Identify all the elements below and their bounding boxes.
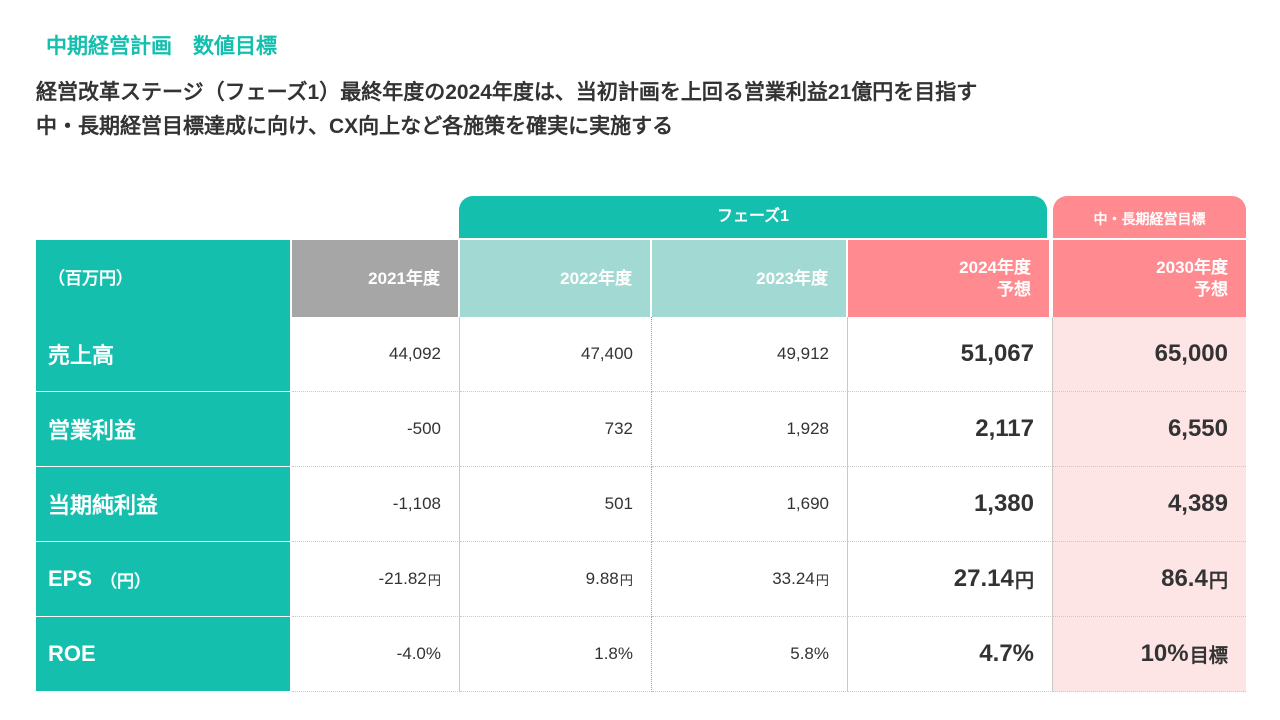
value-text: -21.82 (378, 569, 427, 588)
row-label: 売上高 (36, 317, 292, 392)
section-title: 中期経営計画 数値目標 (46, 35, 277, 58)
value-text: 4,389 (1167, 490, 1228, 517)
value-cell-2030: 6,550 (1053, 392, 1246, 467)
value-cell-2022: 1.8% (460, 617, 652, 692)
row-label-text: EPS (48, 566, 93, 591)
table-row: 売上高 44,092 47,400 49,912 51,067 65,000 (36, 317, 1246, 392)
value-cell-2023: 49,912 (652, 317, 848, 392)
value-text: 4.7% (979, 640, 1034, 667)
headline-line-1: 経営改革ステージ（フェーズ1）最終年度の2024年度は、当初計画を上回る営業利益… (36, 81, 978, 104)
value-text: -4.0% (396, 644, 441, 663)
col-header-2023: 2023年度 (652, 240, 848, 317)
value-cell-2030: 10% 目標 (1053, 617, 1246, 692)
value-text: -500 (406, 419, 441, 438)
value-text: 10% (1140, 640, 1189, 667)
value-text: 5.8% (790, 644, 829, 663)
value-text: 2,117 (975, 415, 1034, 442)
value-cell-2021: -21.82 円 (292, 542, 460, 617)
value-text: 1,690 (786, 494, 829, 513)
value-text: 47,400 (581, 344, 633, 363)
value-cell-2024: 1,380 (848, 467, 1053, 542)
value-cell-2022: 9.88 円 (460, 542, 652, 617)
value-cell-2022: 47,400 (460, 317, 652, 392)
value-unit: 円 (1014, 571, 1034, 592)
row-label: EPS （円） (36, 542, 292, 617)
value-cell-2024: 4.7% (848, 617, 1053, 692)
targets-table: （百万円） 2021年度 2022年度 2023年度 2024年度 予想 203… (36, 240, 1246, 692)
value-cell-2024: 27.14 円 (848, 542, 1053, 617)
row-label-text: ROE (48, 641, 96, 666)
value-unit: 円 (619, 572, 633, 588)
value-text: -1,108 (392, 494, 441, 513)
table-header-row: （百万円） 2021年度 2022年度 2023年度 2024年度 予想 203… (36, 240, 1246, 317)
value-unit: 円 (427, 572, 441, 588)
row-label: ROE (36, 617, 292, 692)
value-text: 44,092 (389, 344, 441, 363)
col-header-2030-text: 2030年度 予想 (1156, 257, 1228, 299)
col-header-2022-text: 2022年度 (560, 268, 632, 288)
value-cell-2021: -4.0% (292, 617, 460, 692)
row-label-unit: （円） (100, 571, 152, 591)
table-row: ROE -4.0% 1.8% 5.8% 4.7% 10% 目標 (36, 617, 1246, 692)
value-cell-2023: 5.8% (652, 617, 848, 692)
col-header-2021: 2021年度 (292, 240, 460, 317)
value-text: 1.8% (594, 644, 633, 663)
value-cell-2024: 2,117 (848, 392, 1053, 467)
value-text: 27.14 (953, 565, 1014, 592)
long-term-target-tab: 中・長期経営目標 (1053, 196, 1246, 238)
value-cell-2021: -500 (292, 392, 460, 467)
headline-line-2: 中・長期経営目標達成に向け、CX向上など各施策を確実に実施する (36, 115, 674, 138)
value-text: 51,067 (960, 340, 1034, 367)
table-row: 営業利益 -500 732 1,928 2,117 6,550 (36, 392, 1246, 467)
value-text: 1,380 (973, 490, 1034, 517)
col-header-2022: 2022年度 (460, 240, 652, 317)
value-text: 86.4 (1161, 565, 1208, 592)
value-cell-2023: 33.24 円 (652, 542, 848, 617)
value-unit: 円 (1208, 571, 1228, 592)
row-label-text: 売上高 (48, 343, 115, 368)
col-header-2023-text: 2023年度 (756, 268, 828, 288)
col-header-2024: 2024年度 予想 (848, 240, 1053, 317)
table-row: EPS （円） -21.82 円 9.88 円 33.24 円 27.14 円 86.4 円 (36, 542, 1246, 617)
col-header-2030: 2030年度 予想 (1053, 240, 1246, 317)
value-text: 49,912 (777, 344, 829, 363)
value-text: 501 (604, 494, 633, 513)
value-cell-2022: 732 (460, 392, 652, 467)
value-cell-2030: 65,000 (1053, 317, 1246, 392)
value-cell-2024: 51,067 (848, 317, 1053, 392)
value-cell-2030: 4,389 (1053, 467, 1246, 542)
value-text: 6,550 (1167, 415, 1228, 442)
value-text: 9.88 (585, 569, 619, 588)
value-cell-2021: -1,108 (292, 467, 460, 542)
value-text: 732 (604, 419, 633, 438)
value-cell-2021: 44,092 (292, 317, 460, 392)
col-header-2021-text: 2021年度 (368, 268, 440, 288)
value-text: 1,928 (786, 419, 829, 438)
value-cell-2022: 501 (460, 467, 652, 542)
value-unit: 円 (815, 572, 829, 588)
row-label: 当期純利益 (36, 467, 292, 542)
phase-1-tab: フェーズ1 (459, 196, 1047, 238)
row-label: 営業利益 (36, 392, 292, 467)
value-cell-2023: 1,690 (652, 467, 848, 542)
value-unit: 目標 (1189, 646, 1228, 667)
unit-label: （百万円） (36, 240, 292, 317)
col-header-2024-text: 2024年度 予想 (959, 257, 1031, 299)
table-row: 当期純利益 -1,108 501 1,690 1,380 4,389 (36, 467, 1246, 542)
value-cell-2030: 86.4 円 (1053, 542, 1246, 617)
value-text: 65,000 (1154, 340, 1228, 367)
row-label-text: 当期純利益 (48, 493, 159, 518)
value-text: 33.24 (772, 569, 815, 588)
row-label-text: 営業利益 (48, 418, 137, 443)
value-cell-2023: 1,928 (652, 392, 848, 467)
